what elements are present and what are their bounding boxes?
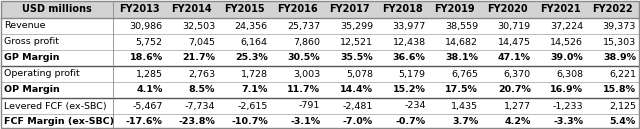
Text: -3.3%: -3.3% <box>554 118 584 127</box>
Text: 5,179: 5,179 <box>399 70 426 79</box>
Text: 7.1%: 7.1% <box>241 86 268 95</box>
Text: 1,277: 1,277 <box>504 102 531 111</box>
Text: Gross profit: Gross profit <box>4 38 59 46</box>
Text: 33,977: 33,977 <box>392 22 426 30</box>
Text: 30,986: 30,986 <box>129 22 163 30</box>
Text: 6,370: 6,370 <box>504 70 531 79</box>
Text: FY2021: FY2021 <box>540 5 580 14</box>
Text: 14,475: 14,475 <box>498 38 531 46</box>
Text: 25,737: 25,737 <box>287 22 321 30</box>
Text: Revenue: Revenue <box>4 22 45 30</box>
Text: 15.8%: 15.8% <box>603 86 636 95</box>
Text: 39.0%: 39.0% <box>550 54 584 62</box>
Text: FY2020: FY2020 <box>487 5 528 14</box>
Text: FY2016: FY2016 <box>276 5 317 14</box>
Bar <box>1 66 639 82</box>
Text: 12,521: 12,521 <box>340 38 373 46</box>
Text: 38,559: 38,559 <box>445 22 478 30</box>
Text: 8.5%: 8.5% <box>189 86 215 95</box>
Text: -17.6%: -17.6% <box>125 118 163 127</box>
Text: 15.2%: 15.2% <box>393 86 426 95</box>
Text: 14,682: 14,682 <box>445 38 478 46</box>
Text: 5,078: 5,078 <box>346 70 373 79</box>
Text: 20.7%: 20.7% <box>498 86 531 95</box>
Text: FY2018: FY2018 <box>382 5 422 14</box>
Text: 3,003: 3,003 <box>293 70 321 79</box>
Text: 6,308: 6,308 <box>556 70 584 79</box>
Text: FY2019: FY2019 <box>435 5 476 14</box>
Text: -2,481: -2,481 <box>342 102 373 111</box>
Text: 2,763: 2,763 <box>188 70 215 79</box>
Text: 1,285: 1,285 <box>136 70 163 79</box>
Text: 4.2%: 4.2% <box>504 118 531 127</box>
Text: -5,467: -5,467 <box>132 102 163 111</box>
Text: Levered FCF (ex-SBC): Levered FCF (ex-SBC) <box>4 102 107 111</box>
Text: 7,860: 7,860 <box>293 38 321 46</box>
Text: FY2017: FY2017 <box>330 5 370 14</box>
Text: FY2015: FY2015 <box>224 5 265 14</box>
Text: USD millions: USD millions <box>22 5 92 14</box>
Text: 38.1%: 38.1% <box>445 54 478 62</box>
Text: 32,503: 32,503 <box>182 22 215 30</box>
Text: 4.1%: 4.1% <box>136 86 163 95</box>
Text: FY2022: FY2022 <box>593 5 633 14</box>
Text: 15,303: 15,303 <box>603 38 636 46</box>
Text: Operating profit: Operating profit <box>4 70 80 79</box>
Text: 5,752: 5,752 <box>136 38 163 46</box>
Text: FY2013: FY2013 <box>119 5 159 14</box>
Text: 11.7%: 11.7% <box>287 86 321 95</box>
Bar <box>1 1 639 18</box>
Text: -791: -791 <box>299 102 321 111</box>
Text: 30.5%: 30.5% <box>288 54 321 62</box>
Text: -3.1%: -3.1% <box>291 118 321 127</box>
Text: -7.0%: -7.0% <box>343 118 373 127</box>
Text: 35,299: 35,299 <box>340 22 373 30</box>
Text: 25.3%: 25.3% <box>235 54 268 62</box>
Text: 16.9%: 16.9% <box>550 86 584 95</box>
Text: GP Margin: GP Margin <box>4 54 60 62</box>
Bar <box>1 114 639 129</box>
Text: 5.4%: 5.4% <box>610 118 636 127</box>
Bar <box>1 34 639 50</box>
Text: -23.8%: -23.8% <box>179 118 215 127</box>
Text: 47.1%: 47.1% <box>498 54 531 62</box>
Text: 24,356: 24,356 <box>235 22 268 30</box>
Text: 7,045: 7,045 <box>188 38 215 46</box>
Text: 1,728: 1,728 <box>241 70 268 79</box>
Text: 6,164: 6,164 <box>241 38 268 46</box>
Text: 14,526: 14,526 <box>550 38 584 46</box>
Text: 30,719: 30,719 <box>498 22 531 30</box>
Text: 6,765: 6,765 <box>451 70 478 79</box>
Text: 38.9%: 38.9% <box>603 54 636 62</box>
Bar <box>1 98 639 114</box>
Text: -7,734: -7,734 <box>185 102 215 111</box>
Text: -0.7%: -0.7% <box>396 118 426 127</box>
Text: 37,224: 37,224 <box>550 22 584 30</box>
Text: 1,435: 1,435 <box>451 102 478 111</box>
Text: 39,373: 39,373 <box>603 22 636 30</box>
Text: -1,233: -1,233 <box>553 102 584 111</box>
Text: 18.6%: 18.6% <box>129 54 163 62</box>
Text: 35.5%: 35.5% <box>340 54 373 62</box>
Bar <box>1 82 639 98</box>
Text: 21.7%: 21.7% <box>182 54 215 62</box>
Text: 17.5%: 17.5% <box>445 86 478 95</box>
Text: FY2014: FY2014 <box>172 5 212 14</box>
Text: 14.4%: 14.4% <box>340 86 373 95</box>
Text: -10.7%: -10.7% <box>231 118 268 127</box>
Text: 6,221: 6,221 <box>609 70 636 79</box>
Text: 2,125: 2,125 <box>609 102 636 111</box>
Text: 12,438: 12,438 <box>392 38 426 46</box>
Text: 3.7%: 3.7% <box>452 118 478 127</box>
Text: -2,615: -2,615 <box>237 102 268 111</box>
Bar <box>1 50 639 66</box>
Text: -234: -234 <box>404 102 426 111</box>
Text: 36.6%: 36.6% <box>393 54 426 62</box>
Text: FCF Margin (ex-SBC): FCF Margin (ex-SBC) <box>4 118 114 127</box>
Bar <box>1 18 639 34</box>
Text: OP Margin: OP Margin <box>4 86 60 95</box>
